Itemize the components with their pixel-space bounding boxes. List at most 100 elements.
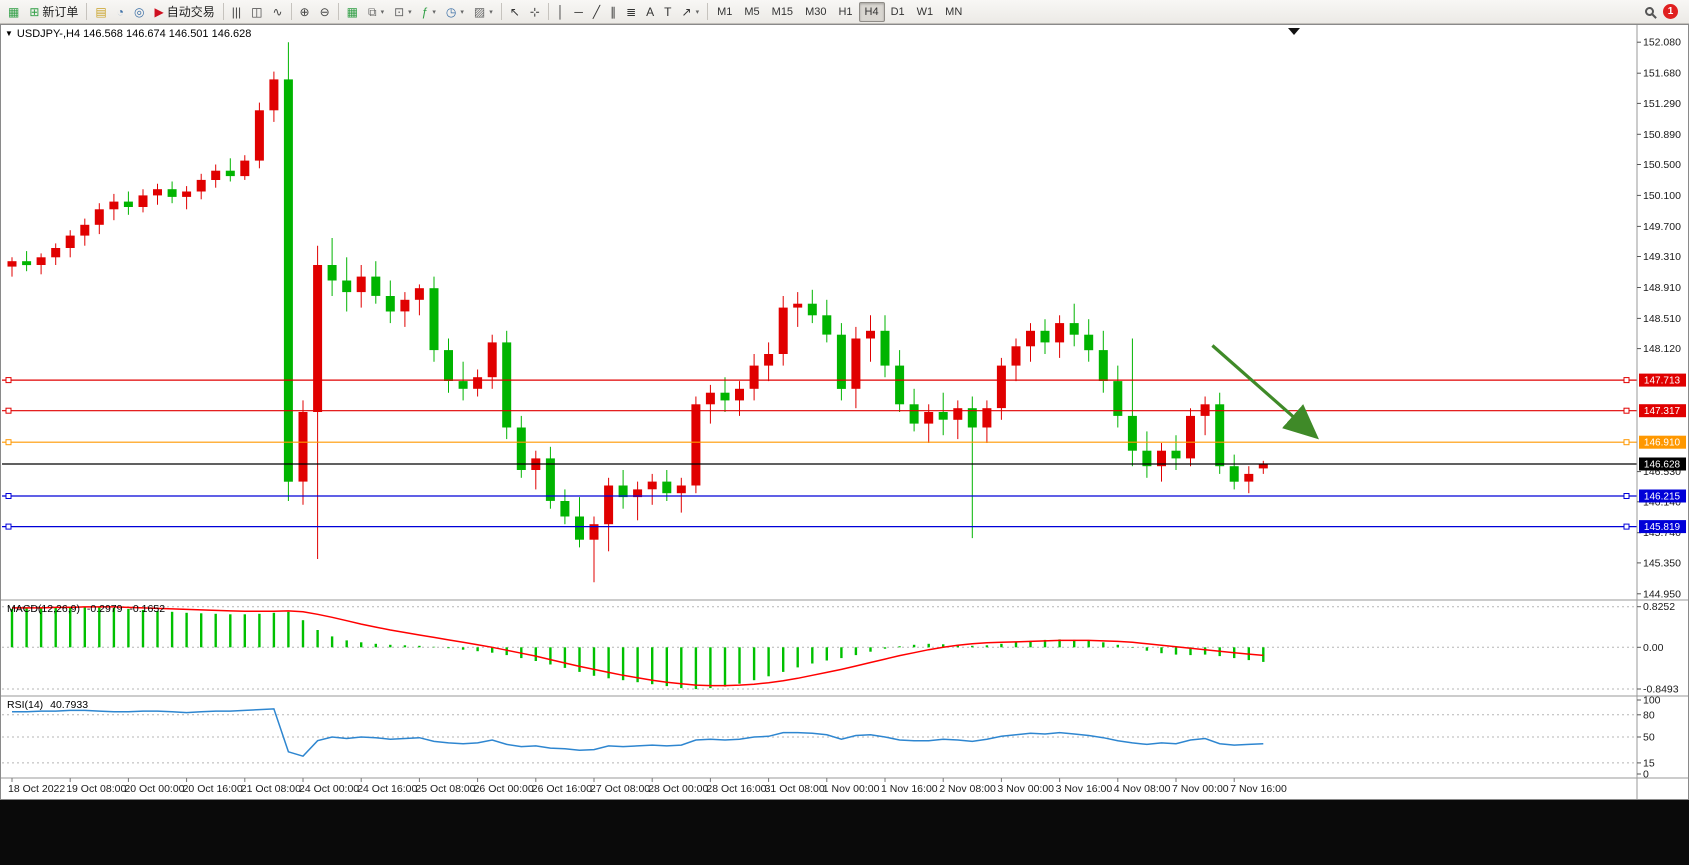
candle-body bbox=[123, 201, 133, 207]
label-icon-icon: T bbox=[664, 4, 672, 19]
chart-window-icon[interactable]: ▦ bbox=[3, 2, 24, 22]
tf-m1-button[interactable]: M1 bbox=[711, 2, 738, 22]
candle-body bbox=[589, 524, 599, 540]
candle-body bbox=[429, 288, 439, 351]
candle-body bbox=[254, 110, 264, 161]
candle-body bbox=[807, 303, 817, 316]
tf-d1-button[interactable]: D1 bbox=[885, 2, 911, 22]
new-order-button[interactable]: ⊞ 新订单 bbox=[24, 2, 83, 22]
candle-body bbox=[487, 342, 497, 378]
chart-canvas[interactable]: 152.080 151.680 151.290 150.890 150.500 150.1… bbox=[0, 24, 1689, 800]
line-handle[interactable] bbox=[1623, 439, 1630, 446]
time-label: 18 Oct 2022 bbox=[8, 783, 65, 795]
candle-body bbox=[342, 280, 352, 293]
toolbar-separator bbox=[337, 3, 339, 20]
search-icon[interactable] bbox=[1645, 7, 1654, 16]
tf-w1-button[interactable]: W1 bbox=[911, 2, 940, 22]
cursor-icon[interactable]: ↖ bbox=[505, 2, 525, 22]
text-icon[interactable]: A bbox=[641, 2, 659, 22]
profiles-icon[interactable]: ▤ bbox=[90, 2, 111, 22]
candle-body bbox=[313, 265, 323, 412]
line-handle[interactable] bbox=[5, 377, 12, 384]
line-handle[interactable] bbox=[1623, 377, 1630, 384]
periods-icon[interactable]: ◷ ▾ bbox=[441, 2, 469, 22]
time-label: 7 Nov 16:00 bbox=[1230, 783, 1287, 795]
candle-body bbox=[182, 191, 192, 197]
time-label: 1 Nov 16:00 bbox=[881, 783, 938, 795]
tf-h4-button[interactable]: H4 bbox=[858, 1, 885, 22]
candle-body bbox=[1040, 330, 1050, 343]
candle-body bbox=[691, 404, 701, 486]
data-window-icon[interactable]: ◎ bbox=[129, 2, 149, 22]
trend-arrow-annotation[interactable] bbox=[1211, 344, 1320, 440]
price-badge-label: 147.317 bbox=[1644, 406, 1681, 417]
line-handle[interactable] bbox=[5, 439, 12, 446]
candle-body bbox=[1258, 463, 1268, 469]
price-tick-label: 148.510 bbox=[1643, 313, 1681, 325]
toolbar-separator bbox=[500, 3, 502, 20]
indicators-icon[interactable]: ƒ ▾ bbox=[417, 2, 441, 22]
candle-body bbox=[1127, 415, 1137, 451]
candle-body bbox=[982, 408, 992, 428]
bar-chart-icon[interactable]: ||| bbox=[227, 2, 246, 22]
candle-body bbox=[560, 501, 570, 517]
notification-badge[interactable]: 1 bbox=[1663, 4, 1678, 19]
new-order-icon: ⊞ bbox=[29, 4, 40, 19]
time-label: 27 Oct 08:00 bbox=[590, 783, 650, 795]
candle-body bbox=[618, 485, 628, 498]
tf-h1-button[interactable]: H1 bbox=[832, 2, 858, 22]
chart-shift-icon[interactable]: ⊡ ▾ bbox=[389, 2, 417, 22]
time-label: 28 Oct 00:00 bbox=[648, 783, 708, 795]
line-handle[interactable] bbox=[1623, 523, 1630, 530]
candle-body bbox=[502, 342, 512, 428]
line-handle[interactable] bbox=[5, 407, 12, 414]
market-watch-icon[interactable]: ◔ bbox=[112, 2, 129, 22]
horizontal-line-icon[interactable]: ─ bbox=[569, 2, 588, 22]
trendline-icon[interactable]: ╱ bbox=[588, 2, 605, 22]
candle-body bbox=[473, 377, 483, 389]
arrows-icon[interactable]: ↗ ▾ bbox=[677, 2, 705, 22]
price-tick-label: 151.290 bbox=[1643, 98, 1681, 110]
line-handle[interactable] bbox=[1623, 407, 1630, 414]
tf-m15-button[interactable]: M15 bbox=[766, 2, 799, 22]
templates-icon-icon: ▨ bbox=[473, 4, 486, 19]
autotrading-icon: ▶ bbox=[154, 4, 164, 19]
chart-background bbox=[0, 24, 1689, 800]
candle-body bbox=[545, 458, 555, 501]
tile-windows-icon[interactable]: ▦ bbox=[342, 2, 363, 22]
candlestick-chart-icon[interactable]: ◫ bbox=[246, 2, 267, 22]
channel-icon[interactable]: ∥ bbox=[605, 2, 621, 22]
candle-body bbox=[1171, 450, 1181, 459]
templates-icon[interactable]: ▨ ▾ bbox=[469, 2, 498, 22]
line-chart-icon-icon: ∿ bbox=[272, 4, 283, 19]
tf-m30-button[interactable]: M30 bbox=[799, 2, 832, 22]
candle-body bbox=[1200, 404, 1210, 416]
line-handle[interactable] bbox=[1623, 493, 1630, 499]
zoom-in-icon-icon: ⊕ bbox=[299, 4, 310, 19]
autotrading-button[interactable]: ▶ 自动交易 bbox=[150, 2, 220, 22]
zoom-in-icon[interactable]: ⊕ bbox=[295, 2, 315, 22]
window-list-icon[interactable]: ⧉ ▾ bbox=[363, 2, 389, 22]
time-label: 26 Oct 00:00 bbox=[474, 783, 534, 795]
vertical-line-icon[interactable]: │ bbox=[552, 2, 570, 22]
candle-body bbox=[705, 392, 715, 405]
price-badge-label: 145.819 bbox=[1644, 522, 1681, 533]
toolbar-separator bbox=[290, 3, 292, 20]
fibonacci-icon[interactable]: ≣ bbox=[621, 2, 641, 22]
crosshair-icon[interactable]: ⊹ bbox=[525, 2, 545, 22]
shift-end-marker[interactable] bbox=[1288, 28, 1300, 35]
candle-body bbox=[953, 408, 963, 420]
line-handle[interactable] bbox=[5, 493, 12, 499]
line-chart-icon[interactable]: ∿ bbox=[267, 2, 287, 22]
candle-body bbox=[866, 330, 875, 339]
toolbar-separator bbox=[86, 3, 88, 20]
zoom-out-icon[interactable]: ⊖ bbox=[315, 2, 335, 22]
time-label: 26 Oct 16:00 bbox=[532, 783, 592, 795]
tf-mn-button[interactable]: MN bbox=[939, 2, 968, 22]
label-icon[interactable]: T bbox=[659, 2, 676, 22]
macd-tick-label: 0.00 bbox=[1643, 642, 1664, 654]
line-handle[interactable] bbox=[5, 523, 12, 530]
tf-m5-button[interactable]: M5 bbox=[738, 2, 765, 22]
time-label: 4 Nov 08:00 bbox=[1114, 783, 1171, 795]
zoom-out-icon-icon: ⊖ bbox=[319, 4, 330, 19]
